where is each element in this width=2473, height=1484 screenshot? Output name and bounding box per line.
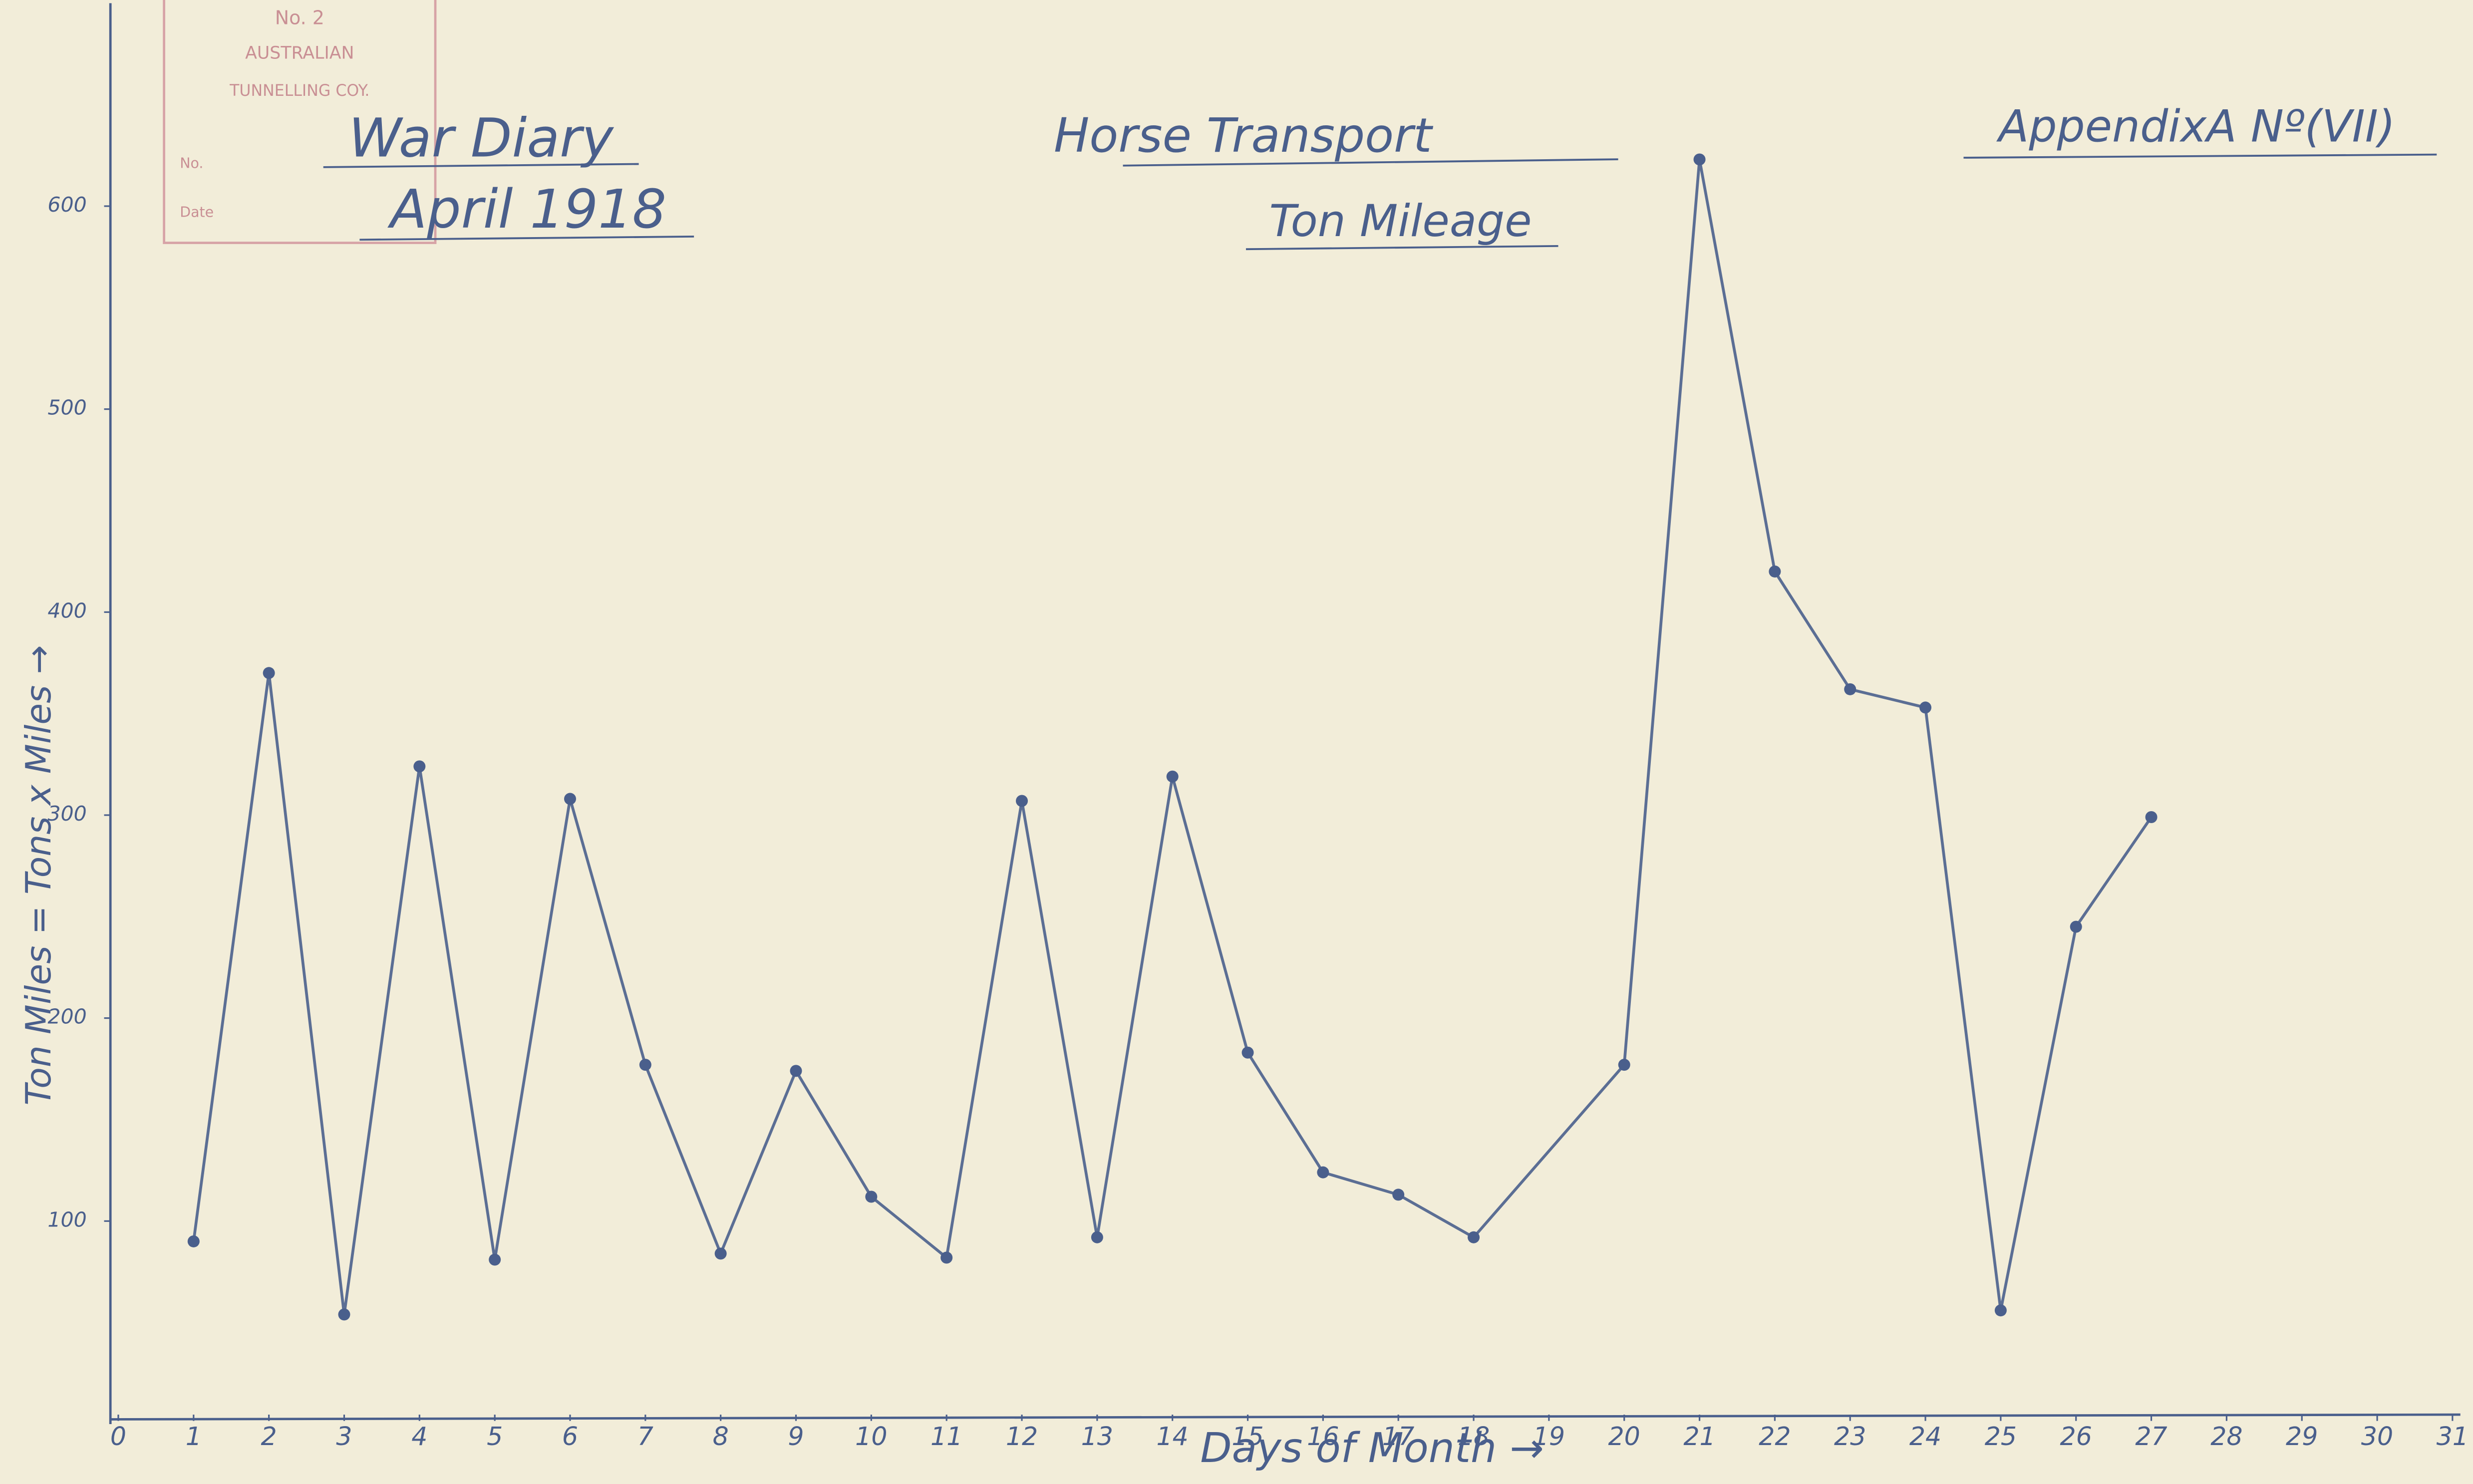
x-tick-label: 9	[788, 1422, 804, 1451]
data-point	[2070, 921, 2082, 933]
data-point	[188, 1235, 200, 1247]
x-tick-label: 25	[1985, 1422, 2017, 1451]
x-tick-label: 12	[1006, 1422, 1038, 1451]
x-tick-label: 18	[1458, 1422, 1490, 1451]
data-point	[338, 1308, 350, 1320]
data-point	[1167, 771, 1179, 783]
x-tick-label: 21	[1683, 1422, 1715, 1451]
x-tick-label: 23	[1834, 1422, 1866, 1451]
x-tick-label: 29	[2286, 1422, 2318, 1451]
x-tick-label: 1	[186, 1422, 202, 1451]
chart-subtitle: Ton Mileage	[1269, 195, 1532, 247]
x-tick-label: 2	[261, 1422, 277, 1451]
data-point	[2146, 811, 2158, 823]
data-point	[413, 760, 425, 772]
x-tick-label: 15	[1232, 1422, 1263, 1451]
x-tick-label: 31	[2437, 1422, 2469, 1451]
y-tick-label: 200	[47, 1005, 86, 1029]
stamp-text: Date	[180, 204, 214, 221]
stamp-text: TUNNELLING COY.	[229, 82, 369, 100]
data-point	[1468, 1231, 1480, 1243]
data-point	[940, 1251, 952, 1263]
data-point	[639, 1059, 651, 1071]
chart-title: Horse Transport	[1054, 108, 1434, 163]
y-tick-label: 100	[47, 1207, 86, 1231]
y-tick-label: 600	[47, 193, 86, 217]
data-point	[1995, 1304, 2007, 1316]
data-point	[1844, 683, 1856, 695]
data-point	[564, 793, 576, 805]
chart: Horse Transport Ton Mileage Days of Mont…	[0, 0, 2473, 1484]
data-point	[1392, 1188, 1404, 1200]
x-tick-label: 27	[2135, 1422, 2167, 1451]
data-point	[489, 1254, 501, 1266]
x-tick-label: 7	[637, 1422, 653, 1451]
stamp-text: No.	[180, 155, 203, 172]
data-point	[1919, 701, 1931, 713]
paper	[0, 0, 2473, 1484]
x-tick-label: 4	[411, 1422, 427, 1451]
y-axis-label: Ton Miles = Tons x Miles →	[18, 645, 59, 1105]
y-tick-label: 400	[47, 598, 86, 622]
x-tick-label: 28	[2210, 1422, 2242, 1451]
x-tick-label: 3	[336, 1422, 352, 1451]
stamp-text: No. 2	[275, 6, 324, 28]
data-point	[1016, 795, 1028, 807]
page: Horse Transport Ton Mileage Days of Mont…	[0, 0, 2473, 1484]
data-point	[790, 1065, 802, 1077]
stamp-text: AUSTRALIAN	[245, 43, 354, 63]
x-tick-label: 30	[2361, 1422, 2393, 1451]
x-tick-label: 8	[713, 1422, 729, 1451]
data-point	[715, 1247, 727, 1259]
x-tick-label: 20	[1608, 1422, 1640, 1451]
data-point	[263, 667, 275, 679]
x-tick-label: 10	[855, 1422, 887, 1451]
x-tick-label: 5	[487, 1422, 503, 1451]
data-point	[1091, 1231, 1103, 1243]
x-tick-label: 14	[1157, 1422, 1189, 1451]
y-tick-label: 300	[47, 802, 86, 826]
x-tick-label: 26	[2060, 1422, 2092, 1451]
data-point	[1242, 1047, 1254, 1059]
data-point	[1317, 1167, 1329, 1179]
x-tick-label: 13	[1081, 1422, 1113, 1451]
y-tick-label: 500	[47, 396, 86, 420]
x-tick-label: 16	[1307, 1422, 1339, 1451]
annotation: April 1918	[387, 178, 666, 241]
data-point	[1694, 153, 1706, 165]
x-tick-label: 17	[1382, 1422, 1414, 1451]
data-point	[865, 1190, 877, 1202]
x-tick-label: 22	[1759, 1422, 1791, 1451]
data-point	[1618, 1059, 1630, 1071]
x-tick-label: 0	[110, 1422, 126, 1451]
data-point	[1769, 566, 1781, 578]
annotation: AppendixA Nº(VII)	[1996, 100, 2396, 152]
x-tick-label: 6	[562, 1422, 578, 1451]
x-tick-label: 19	[1533, 1422, 1565, 1451]
x-tick-label: 11	[930, 1422, 962, 1451]
x-tick-label: 24	[1909, 1422, 1941, 1451]
annotation: War Diary	[348, 107, 614, 170]
